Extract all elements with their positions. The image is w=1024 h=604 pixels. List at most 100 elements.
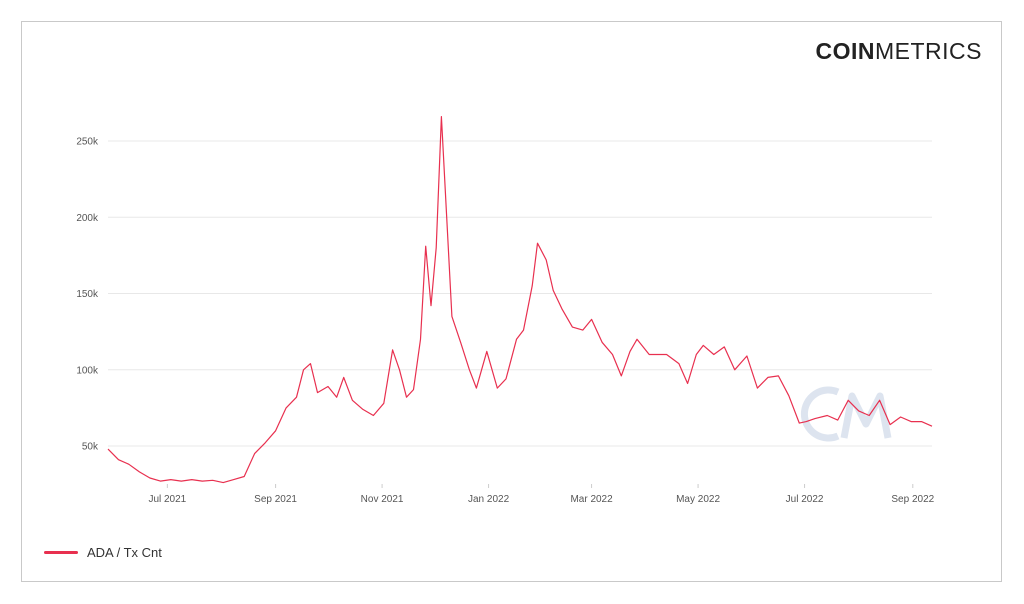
data-point[interactable] <box>308 361 313 366</box>
data-point[interactable] <box>919 419 924 424</box>
data-point[interactable] <box>804 419 809 424</box>
data-point[interactable] <box>200 479 205 484</box>
data-point[interactable] <box>813 416 818 421</box>
data-point[interactable] <box>221 480 226 485</box>
data-point[interactable] <box>825 413 830 418</box>
data-point[interactable] <box>835 418 840 423</box>
data-point[interactable] <box>439 114 444 119</box>
data-point[interactable] <box>559 306 564 311</box>
data-point[interactable] <box>301 367 306 372</box>
data-point[interactable] <box>449 314 454 319</box>
data-point[interactable] <box>694 352 699 357</box>
data-point[interactable] <box>189 477 194 482</box>
data-point[interactable] <box>326 384 331 389</box>
data-point[interactable] <box>429 303 434 308</box>
data-point[interactable] <box>722 344 727 349</box>
data-point[interactable] <box>600 340 605 345</box>
data-point[interactable] <box>744 354 749 359</box>
data-point[interactable] <box>474 386 479 391</box>
data-point[interactable] <box>263 440 268 445</box>
data-point[interactable] <box>846 398 851 403</box>
data-point[interactable] <box>284 405 289 410</box>
data-point[interactable] <box>231 477 236 482</box>
data-point[interactable] <box>334 395 339 400</box>
data-point[interactable] <box>530 283 535 288</box>
data-point[interactable] <box>381 401 386 406</box>
data-point[interactable] <box>434 245 439 250</box>
data-point[interactable] <box>610 352 615 357</box>
data-point[interactable] <box>580 328 585 333</box>
data-point[interactable] <box>444 215 449 220</box>
data-point[interactable] <box>147 476 152 481</box>
data-point[interactable] <box>495 386 500 391</box>
coinmetrics-logo: COINMETRICS <box>816 38 983 64</box>
data-point[interactable] <box>341 375 346 380</box>
data-point[interactable] <box>242 474 247 479</box>
data-point[interactable] <box>570 325 575 330</box>
data-point[interactable] <box>635 337 640 342</box>
data-point[interactable] <box>158 479 163 484</box>
data-point[interactable] <box>315 390 320 395</box>
data-point[interactable] <box>168 477 173 482</box>
data-point[interactable] <box>521 328 526 333</box>
data-point[interactable] <box>786 393 791 398</box>
data-point[interactable] <box>371 413 376 418</box>
data-point[interactable] <box>732 367 737 372</box>
data-point[interactable] <box>544 257 549 262</box>
data-point[interactable] <box>423 244 428 249</box>
data-point[interactable] <box>273 428 278 433</box>
y-tick-label: 150k <box>76 289 99 300</box>
data-point[interactable] <box>137 469 142 474</box>
data-point[interactable] <box>504 376 509 381</box>
y-tick-label: 100k <box>76 365 99 376</box>
data-point[interactable] <box>676 361 681 366</box>
data-point[interactable] <box>685 381 690 386</box>
data-point[interactable] <box>106 447 111 452</box>
data-point[interactable] <box>252 451 257 456</box>
x-tick-label: Sep 2022 <box>891 494 934 505</box>
data-point[interactable] <box>711 352 716 357</box>
data-point[interactable] <box>589 317 594 322</box>
data-point[interactable] <box>404 395 409 400</box>
data-point[interactable] <box>116 457 121 462</box>
data-point[interactable] <box>765 375 770 380</box>
series-line <box>107 116 933 484</box>
data-point[interactable] <box>467 367 472 372</box>
legend[interactable]: ADA / Tx Cnt <box>44 545 162 560</box>
data-point[interactable] <box>397 367 402 372</box>
data-point[interactable] <box>458 340 463 345</box>
data-point[interactable] <box>514 337 519 342</box>
data-point[interactable] <box>484 349 489 354</box>
data-point[interactable] <box>898 415 903 420</box>
data-point[interactable] <box>619 373 624 378</box>
data-point[interactable] <box>360 407 365 412</box>
x-tick-label: Jan 2022 <box>468 494 510 505</box>
data-point[interactable] <box>411 387 416 392</box>
data-point[interactable] <box>535 241 540 246</box>
grid-lines <box>108 140 932 447</box>
data-point[interactable] <box>210 478 215 483</box>
data-point[interactable] <box>856 408 861 413</box>
data-point[interactable] <box>755 386 760 391</box>
data-point[interactable] <box>888 422 893 427</box>
data-point[interactable] <box>877 398 882 403</box>
data-point[interactable] <box>294 395 299 400</box>
data-point[interactable] <box>647 352 652 357</box>
data-point[interactable] <box>628 349 633 354</box>
data-point[interactable] <box>701 343 706 348</box>
x-tick-label: Sep 2021 <box>254 494 297 505</box>
data-point[interactable] <box>797 421 802 426</box>
data-point[interactable] <box>390 347 395 352</box>
cm-watermark-icon <box>800 386 892 442</box>
data-point[interactable] <box>179 479 184 484</box>
data-point[interactable] <box>664 352 669 357</box>
data-point[interactable] <box>126 462 131 467</box>
data-point[interactable] <box>776 373 781 378</box>
data-point[interactable] <box>418 337 423 342</box>
data-point[interactable] <box>930 424 935 429</box>
data-point[interactable] <box>350 398 355 403</box>
y-tick-label: 250k <box>76 137 99 148</box>
data-point[interactable] <box>909 419 914 424</box>
data-point[interactable] <box>551 288 556 293</box>
data-point[interactable] <box>867 413 872 418</box>
